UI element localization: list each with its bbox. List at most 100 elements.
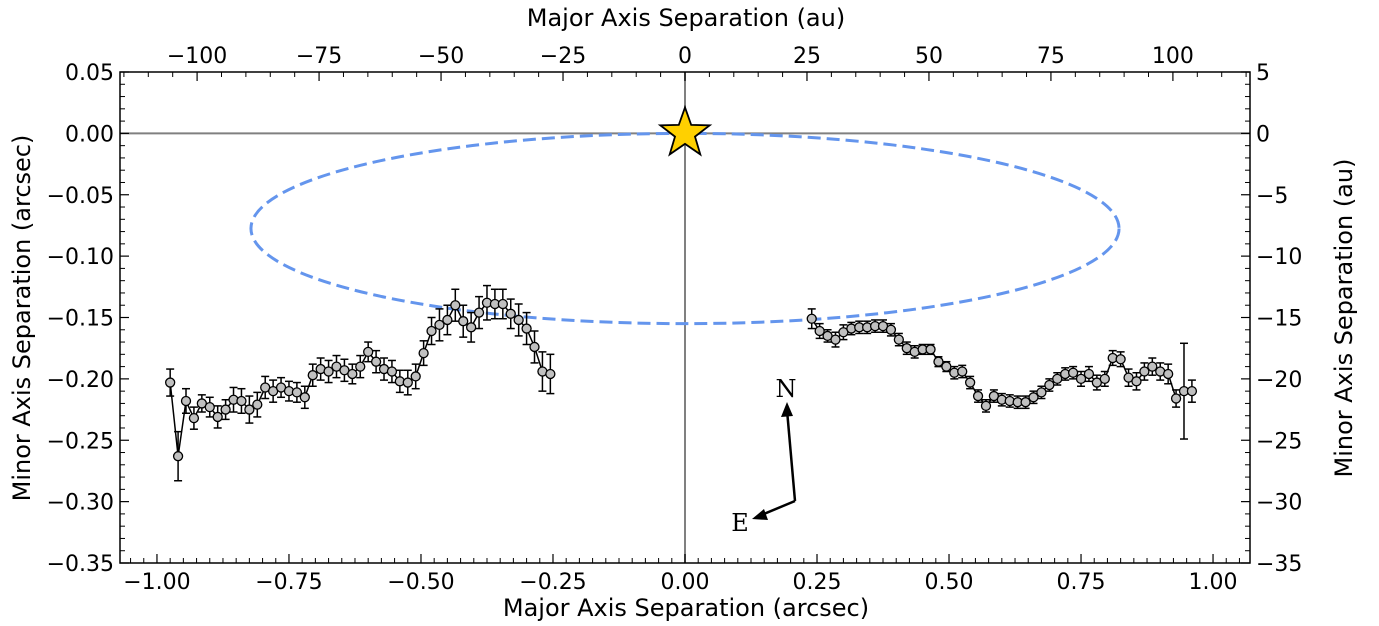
x2-tick-label: 50 [915,44,943,69]
data-point [450,300,461,311]
data-point [180,395,192,407]
compass-east-arrowhead [752,509,768,520]
x-tick-label: 0.75 [1057,570,1106,595]
data-point [1028,392,1039,403]
data-point [355,361,366,372]
data-point [1020,397,1031,408]
x2-axis-label: Major Axis Separation (au) [527,4,845,32]
x2-tick-label: −75 [296,44,342,69]
data-point [347,368,358,380]
data-point [1067,367,1079,378]
data-point [291,387,303,398]
data-point [244,404,255,415]
x-tick-label: −0.50 [387,570,454,595]
y-tick-label: −0.10 [47,245,114,270]
data-point [386,366,398,377]
data-point [465,322,477,333]
compass-east-label: E [731,509,749,537]
data-point [1044,379,1055,391]
data-point [1099,373,1110,385]
compass-north-arrow [785,409,797,502]
data-point [188,413,200,424]
data-point [964,377,976,388]
data-point [426,325,437,337]
data-point [1036,387,1047,398]
x2-tick-label: −50 [418,44,464,69]
y-tick-label: −0.30 [47,491,114,516]
x-tick-label: −1.00 [123,570,190,595]
data-point [505,308,516,319]
data-point [972,390,984,402]
x2-tick-label: −25 [540,44,586,69]
data-point [299,392,310,403]
x-tick-label: 0.00 [661,570,710,595]
y2-tick-label: −20 [1256,368,1302,393]
y2-tick-label: −5 [1256,184,1288,209]
data-point [165,377,176,388]
data-point [172,451,184,462]
plot-area: −1.00 −0.75 −0.50 −0.25 0.00 0.25 0.50 0.75 1.00… [47,44,1303,595]
data-point [1163,368,1174,380]
y2-tick-label: 5 [1256,61,1270,86]
data-point [236,395,247,407]
data-point [1186,385,1198,397]
data-point [434,319,445,331]
x2-tick-label: 0 [678,44,692,69]
data-point [1083,368,1095,380]
data-point [980,400,992,412]
data-point [1052,373,1063,385]
data-point [1115,354,1126,365]
compass: N E [731,375,796,537]
data-point [806,313,817,324]
data-point [933,356,944,367]
data-point [252,399,263,410]
data-point [212,411,223,423]
data-point [513,314,524,326]
star-marker [657,104,713,157]
data-point [323,366,334,377]
data-point [410,371,421,382]
data-point [925,344,936,355]
data-point [1075,373,1087,385]
data-point [893,334,905,345]
y-tick-label: −0.20 [47,368,114,393]
data-point [545,368,556,380]
x2-tick-label: 75 [1037,44,1065,69]
y-tick-label: −0.25 [47,429,114,454]
y-tick-label: 0.00 [65,122,114,147]
data-point [473,307,485,318]
compass-north-label: N [776,375,797,403]
x-tick-label: 0.50 [925,570,974,595]
data-point [1139,366,1150,377]
data-point [307,370,318,381]
data-point [418,347,429,359]
y2-tick-label: −15 [1256,307,1302,332]
y-axis-label: Minor Axis Separation (arcsec) [8,135,36,502]
data-point [941,361,952,372]
data-point [204,401,215,413]
data-point [402,377,413,388]
x-tick-label: 0.25 [793,570,842,595]
y2-tick-label: −30 [1256,491,1302,516]
y2-tick-label: 0 [1256,122,1270,147]
y-tick-label: 0.05 [65,61,114,86]
data-point [220,404,231,415]
x-tick-label: −0.75 [255,570,322,595]
data-point [830,334,841,345]
data-point [1147,361,1158,372]
data-point [370,356,382,367]
y2-tick-label: −35 [1256,552,1302,577]
y-tick-label: −0.35 [47,552,114,577]
data-point [814,325,825,337]
data-point [529,341,540,353]
data-point [458,316,469,327]
data-point [363,346,374,358]
x-tick-label: 1.00 [1189,570,1238,595]
data-point [1170,393,1182,404]
data-point [1131,376,1142,387]
data-point [521,323,532,334]
y2-tick-label: −25 [1256,429,1302,454]
data-point [957,366,968,377]
